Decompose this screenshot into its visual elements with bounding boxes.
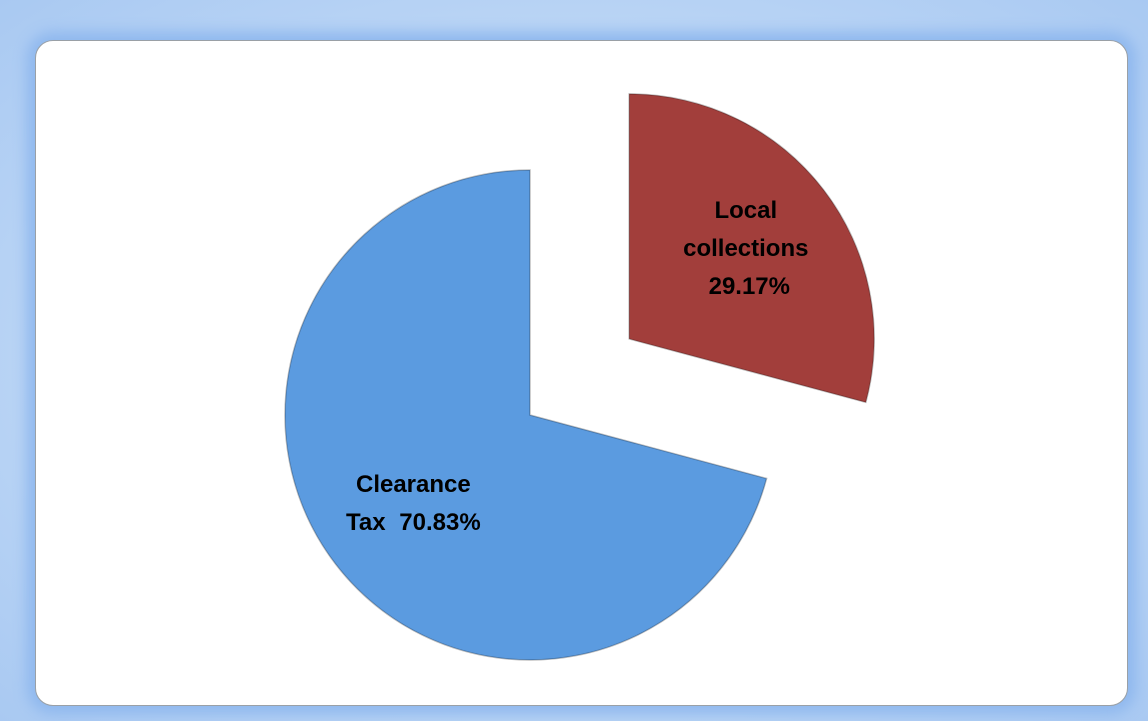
value-label: 29.17% <box>708 273 790 301</box>
category-label: Local collections <box>683 197 809 263</box>
category-label: Clearance Tax <box>346 471 471 537</box>
slice-label: Clearance Tax 70.83% <box>333 466 493 542</box>
value-label: 70.83% <box>399 509 481 537</box>
slice-label: Local collections 29.17% <box>671 192 821 306</box>
pie-slice <box>284 169 768 661</box>
pie-slice <box>628 93 875 404</box>
